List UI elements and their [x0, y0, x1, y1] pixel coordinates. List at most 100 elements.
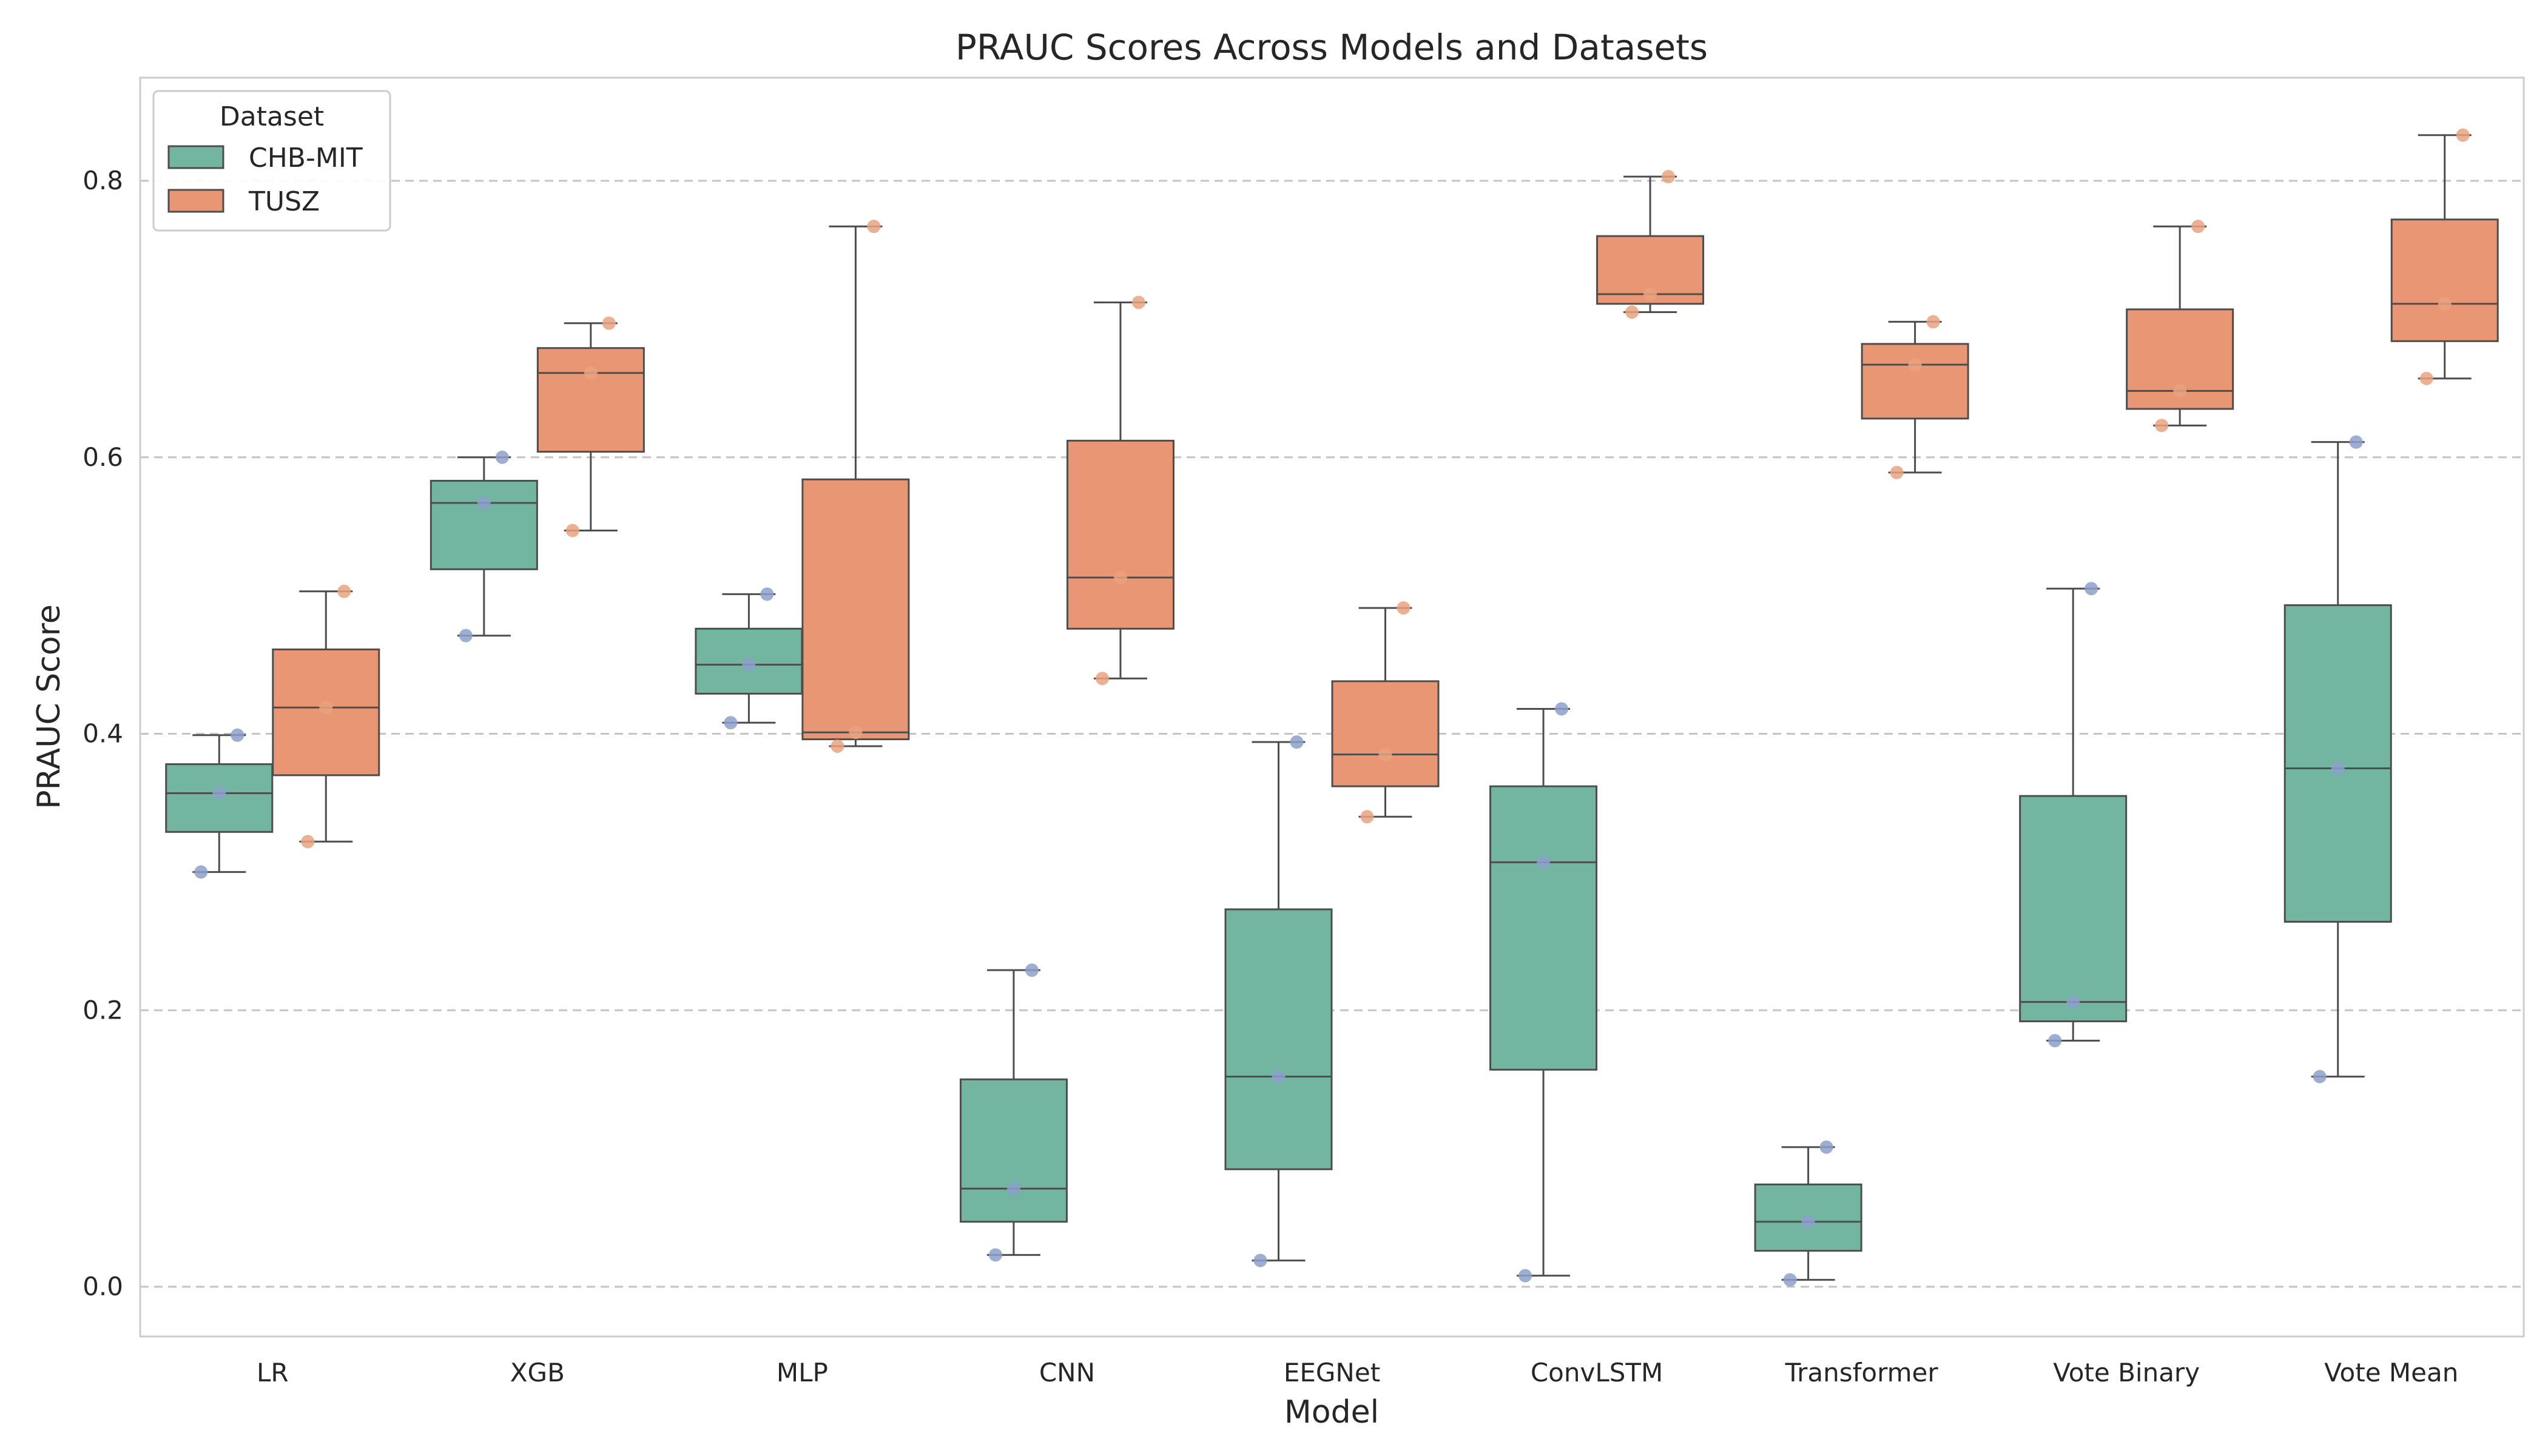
point-convlstm-chb-mit-2 [1555, 702, 1569, 716]
point-convlstm-chb-mit-1 [1537, 855, 1551, 869]
point-xgb-chb-mit-2 [495, 450, 509, 464]
point-mlp-chb-mit-1 [742, 658, 756, 672]
box-body-mlp-tusz [801, 478, 910, 741]
box-body-vote-binary-chb-mit [2019, 795, 2128, 1022]
legend: Dataset CHB-MIT TUSZ [152, 90, 391, 232]
box-cnn-chb-mit [959, 963, 1068, 1262]
point-vote-binary-tusz-0 [2155, 419, 2169, 433]
point-vote-mean-tusz-0 [2419, 371, 2433, 385]
box-eegnet-chb-mit [1224, 735, 1333, 1267]
box-body-vote-mean-tusz [2390, 218, 2499, 342]
point-vote-binary-chb-mit-1 [2066, 995, 2080, 1009]
point-eegnet-tusz-1 [1378, 747, 1392, 761]
y-tick-label-0-0: 0.0 [83, 1272, 123, 1301]
box-convlstm-tusz [1596, 170, 1705, 319]
point-lr-tusz-2 [337, 584, 351, 598]
legend-label-chb-mit: CHB-MIT [249, 143, 363, 174]
point-xgb-chb-mit-0 [459, 629, 473, 642]
point-cnn-chb-mit-0 [988, 1248, 1002, 1262]
point-lr-chb-mit-2 [231, 728, 244, 742]
plot-area-frame [139, 76, 2525, 1338]
point-mlp-tusz-0 [831, 740, 844, 753]
point-transformer-tusz-0 [1890, 465, 1904, 479]
point-vote-mean-chb-mit-1 [2331, 761, 2345, 775]
point-cnn-tusz-2 [1131, 295, 1145, 309]
x-tick-label-vote-mean: Vote Mean [2324, 1358, 2458, 1387]
point-mlp-chb-mit-0 [724, 716, 738, 730]
x-tick-label-eegnet: EEGNet [1284, 1358, 1380, 1387]
point-convlstm-tusz-1 [1643, 287, 1657, 301]
point-vote-mean-chb-mit-2 [2349, 435, 2363, 449]
box-mlp-chb-mit [695, 587, 803, 730]
y-tick-label-0-6: 0.6 [83, 442, 123, 472]
point-eegnet-chb-mit-0 [1253, 1253, 1267, 1267]
legend-swatch-chb-mit [167, 145, 224, 169]
box-lr-tusz [272, 584, 380, 849]
box-xgb-chb-mit [430, 450, 538, 642]
point-xgb-tusz-2 [602, 316, 616, 330]
point-xgb-chb-mit-1 [477, 496, 491, 510]
point-xgb-tusz-1 [584, 366, 598, 380]
point-transformer-tusz-2 [1926, 315, 1940, 329]
point-xgb-tusz-0 [565, 524, 579, 538]
point-mlp-chb-mit-2 [760, 587, 774, 601]
point-transformer-tusz-1 [1908, 358, 1922, 372]
point-vote-binary-tusz-1 [2173, 384, 2187, 398]
point-eegnet-chb-mit-2 [1290, 735, 1304, 749]
point-eegnet-tusz-2 [1397, 601, 1410, 615]
box-vote-binary-chb-mit [2019, 582, 2128, 1048]
point-vote-mean-chb-mit-0 [2313, 1070, 2327, 1084]
point-lr-tusz-0 [301, 835, 315, 849]
box-vote-mean-chb-mit [2283, 435, 2392, 1084]
box-body-lr-tusz [272, 648, 380, 777]
point-vote-binary-chb-mit-2 [2085, 582, 2098, 596]
point-lr-tusz-1 [319, 701, 333, 715]
box-body-cnn-chb-mit [959, 1078, 1068, 1223]
box-transformer-tusz [1861, 315, 1969, 479]
box-mlp-tusz [801, 220, 910, 753]
point-convlstm-chb-mit-0 [1518, 1269, 1532, 1282]
box-lr-chb-mit [165, 728, 274, 879]
x-tick-label-mlp: MLP [777, 1358, 828, 1387]
box-eegnet-tusz [1331, 601, 1440, 824]
box-vote-mean-tusz [2390, 128, 2499, 385]
point-convlstm-tusz-0 [1625, 305, 1639, 319]
point-cnn-tusz-1 [1113, 571, 1127, 585]
y-axis-label: PRAUC Score [31, 604, 67, 809]
point-transformer-chb-mit-1 [1801, 1215, 1815, 1228]
x-tick-label-vote-binary: Vote Binary [2053, 1358, 2200, 1387]
point-vote-binary-chb-mit-0 [2048, 1034, 2062, 1048]
x-axis-label: Model [1284, 1394, 1379, 1431]
box-body-eegnet-tusz [1331, 680, 1440, 787]
legend-title: Dataset [220, 101, 324, 132]
point-vote-mean-tusz-2 [2456, 128, 2470, 142]
box-xgb-tusz [536, 316, 645, 538]
y-tick-label-0-2: 0.2 [83, 995, 123, 1025]
legend-swatch-tusz [167, 189, 224, 213]
point-mlp-tusz-2 [867, 220, 881, 234]
x-tick-label-xgb: XGB [510, 1358, 565, 1387]
y-tick-label-0-4: 0.4 [83, 719, 123, 749]
box-plots [165, 128, 2499, 1287]
box-cnn-tusz [1066, 295, 1175, 686]
x-tick-label-transformer: Transformer [1785, 1358, 1939, 1387]
box-transformer-chb-mit [1754, 1140, 1862, 1287]
box-convlstm-chb-mit [1489, 702, 1598, 1282]
x-tick-label-convlstm: ConvLSTM [1531, 1358, 1663, 1387]
box-body-xgb-chb-mit [430, 479, 538, 570]
point-vote-binary-tusz-2 [2191, 220, 2205, 234]
y-tick-label-0-8: 0.8 [83, 166, 123, 195]
box-body-xgb-tusz [536, 347, 645, 453]
point-convlstm-tusz-2 [1662, 170, 1676, 184]
x-tick-label-cnn: CNN [1039, 1358, 1095, 1387]
point-lr-chb-mit-0 [194, 865, 208, 879]
legend-label-tusz: TUSZ [248, 186, 320, 217]
point-vote-mean-tusz-1 [2438, 297, 2452, 311]
point-transformer-chb-mit-2 [1819, 1140, 1833, 1154]
point-lr-chb-mit-1 [212, 786, 226, 800]
x-tick-label-lr: LR [257, 1358, 289, 1387]
point-mlp-tusz-1 [849, 726, 863, 740]
box-body-transformer-tusz [1861, 343, 1969, 420]
axis-ticks: 0.0 0.2 0.4 0.6 0.8 LR XGB MLP CNN EEGNet ConvLSTM… [83, 166, 2458, 1387]
